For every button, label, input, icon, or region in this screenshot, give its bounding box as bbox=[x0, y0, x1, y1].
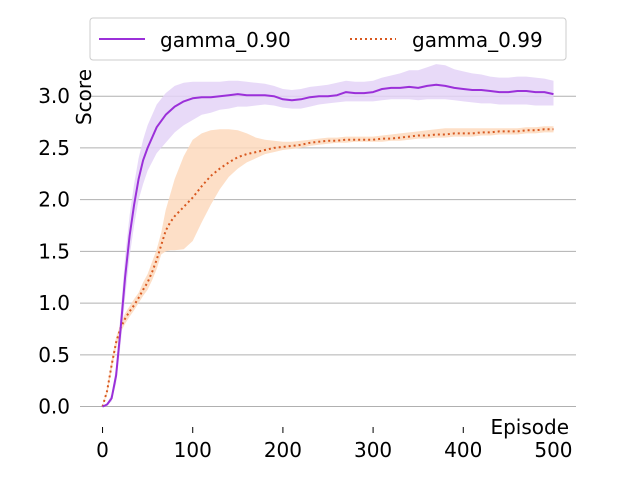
confidence-bands bbox=[102, 64, 554, 407]
legend[interactable]: gamma_0.90 gamma_0.99 bbox=[89, 17, 567, 61]
line-gamma-0-99 bbox=[101, 128, 554, 407]
y-tick-label: 1.0 bbox=[38, 291, 70, 315]
legend-frame bbox=[89, 17, 567, 61]
y-tick-label: 1.5 bbox=[38, 239, 70, 263]
y-tick-label: 2.0 bbox=[38, 188, 70, 212]
x-axis-title: Episode bbox=[490, 415, 569, 439]
x-axis-ticks: 0 100 200 300 400 500 bbox=[96, 427, 573, 462]
legend-label-gamma-0-99: gamma_0.99 bbox=[412, 28, 543, 52]
y-axis-title: Score bbox=[72, 69, 96, 125]
y-tick-label: 0.5 bbox=[38, 343, 70, 367]
line-gamma-0-90 bbox=[102, 83, 554, 408]
x-tick-label: 200 bbox=[264, 438, 302, 462]
x-tick-label: 100 bbox=[174, 438, 212, 462]
series-lines bbox=[101, 83, 554, 408]
legend-label-gamma-0-90: gamma_0.90 bbox=[160, 28, 291, 52]
y-tick-label: 3.0 bbox=[38, 84, 70, 108]
x-tick-label: 300 bbox=[354, 438, 392, 462]
x-tick-label: 400 bbox=[444, 438, 482, 462]
x-tick-label: 500 bbox=[534, 438, 572, 462]
y-tick-label: 0.0 bbox=[38, 395, 70, 419]
y-axis-ticks: 0.0 0.5 1.0 1.5 2.0 2.5 3.0 bbox=[38, 84, 70, 418]
y-tick-label: 2.5 bbox=[38, 136, 70, 160]
band-gamma-0-90 bbox=[102, 64, 554, 407]
x-tick-label: 0 bbox=[96, 438, 109, 462]
band-gamma-0-99 bbox=[102, 126, 554, 407]
